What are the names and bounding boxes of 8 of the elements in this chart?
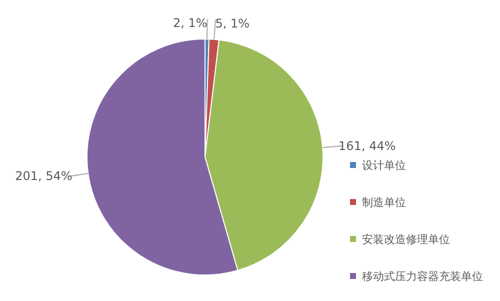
legend-label: 制造单位 (362, 195, 406, 210)
legend-label: 设计单位 (362, 158, 406, 173)
data-label: 5, 1% (215, 16, 250, 30)
data-label: 161, 44% (338, 139, 396, 154)
data-label: 2, 1% (172, 16, 208, 30)
legend-label: 移动式压力容器充装单位 (362, 269, 483, 284)
legend-label: 安装改造修理单位 (362, 232, 450, 247)
data-label: 201, 54% (15, 168, 72, 183)
